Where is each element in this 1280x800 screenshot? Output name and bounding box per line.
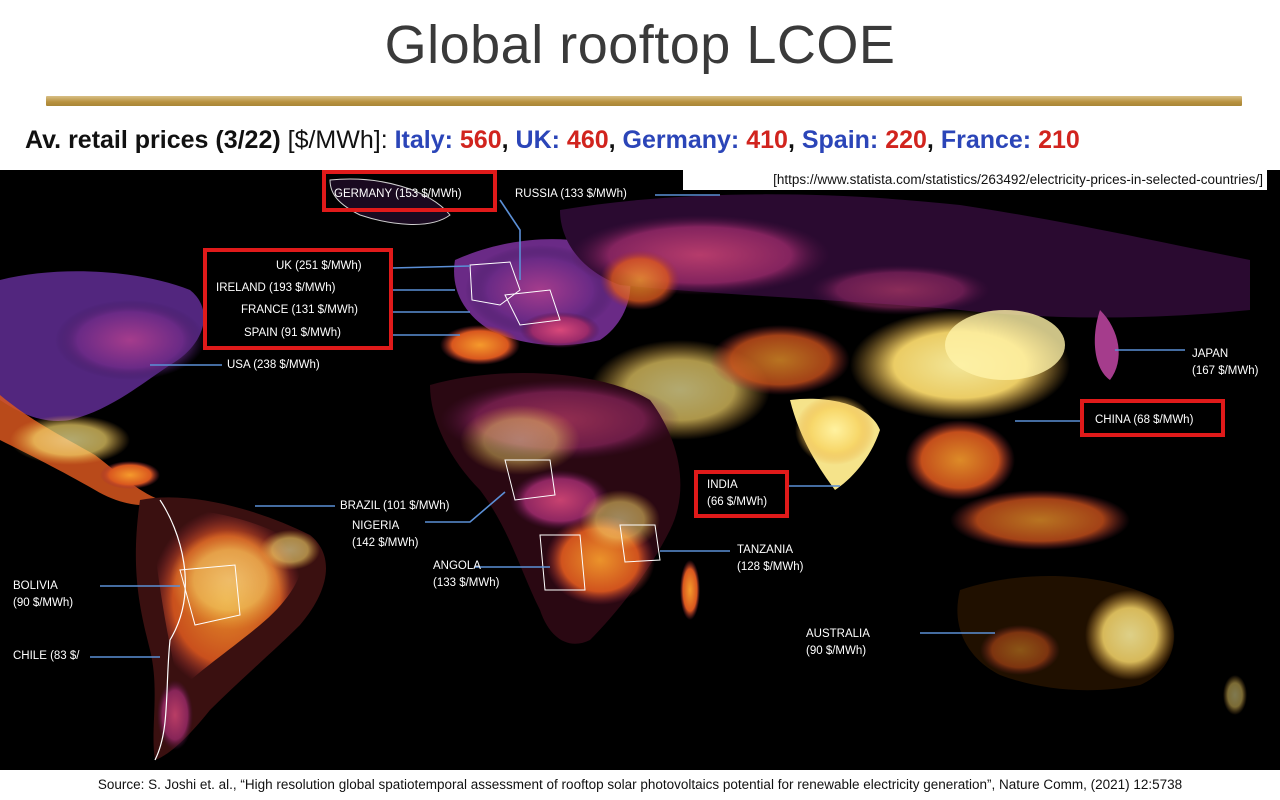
price-country-italy: Italy:: [394, 126, 453, 154]
label-spain: SPAIN (91 $/MWh): [244, 327, 341, 339]
highlight-box-india: [694, 470, 789, 518]
label-australia-value: (90 $/MWh): [806, 645, 867, 657]
label-brazil: BRAZIL (101 $/MWh): [340, 500, 450, 512]
world-map-graphic: [0, 178, 1250, 761]
world-lcoe-map: GERMANY (153 $/MWh) RUSSIA (133 $/MWh) U…: [0, 170, 1280, 770]
highlight-box-germany: [322, 170, 497, 212]
price-separator: ,: [787, 126, 802, 154]
label-india-value: (66 $/MWh): [707, 496, 768, 508]
label-australia-name: AUSTRALIA: [806, 628, 870, 640]
price-country-uk: UK:: [515, 126, 560, 154]
label-chile: CHILE (83 $/: [13, 650, 80, 662]
label-france: FRANCE (131 $/MWh): [241, 304, 358, 316]
label-uk: UK (251 $/MWh): [276, 260, 362, 272]
label-tanzania-value: (128 $/MWh): [737, 561, 804, 573]
price-separator: ,: [926, 126, 941, 154]
price-separator: ,: [608, 126, 623, 154]
label-tanzania-name: TANZANIA: [737, 544, 794, 556]
price-value-germany: 410: [746, 126, 788, 154]
price-country-france: France:: [940, 126, 1032, 154]
slide-title: Global rooftop LCOE: [384, 15, 896, 75]
label-india-name: INDIA: [707, 479, 738, 491]
label-nigeria-value: (142 $/MWh): [352, 537, 419, 549]
price-value-france: 210: [1038, 126, 1080, 154]
label-usa: USA (238 $/MWh): [227, 359, 320, 371]
price-value-spain: 220: [885, 126, 927, 154]
label-angola-value: (133 $/MWh): [433, 577, 500, 589]
price-value-uk: 460: [566, 126, 609, 154]
label-angola-name: ANGOLA: [433, 560, 481, 572]
label-ireland: IRELAND (193 $/MWh): [216, 282, 336, 294]
price-value-italy: 560: [459, 126, 502, 154]
price-country-spain: Spain:: [801, 126, 879, 154]
retail-prices-unit: [$/MWh]:: [280, 126, 395, 154]
highlight-box-uk-ireland-france-spain: [203, 248, 393, 350]
label-japan-name: JAPAN: [1192, 348, 1229, 360]
title-divider: [46, 96, 1242, 106]
label-nigeria-name: NIGERIA: [352, 520, 400, 532]
retail-prices-label: Av. retail prices (3/22): [25, 126, 281, 154]
highlight-box-china: [1080, 399, 1225, 437]
retail-prices-line: Av. retail prices (3/22) [$/MWh]: Italy:…: [25, 126, 1080, 155]
price-separator: ,: [501, 126, 516, 154]
label-china: CHINA (68 $/MWh): [1095, 414, 1194, 426]
reference-url: [https://www.statista.com/statistics/263…: [683, 170, 1267, 190]
price-country-germany: Germany:: [622, 126, 740, 154]
label-russia: RUSSIA (133 $/MWh): [515, 188, 627, 200]
source-citation: Source: S. Joshi et. al., “High resoluti…: [97, 777, 1183, 792]
label-japan-value: (167 $/MWh): [1192, 365, 1259, 377]
label-bolivia-name: BOLIVIA: [13, 580, 58, 592]
label-bolivia-value: (90 $/MWh): [13, 597, 74, 609]
label-germany: GERMANY (153 $/MWh): [334, 188, 462, 200]
